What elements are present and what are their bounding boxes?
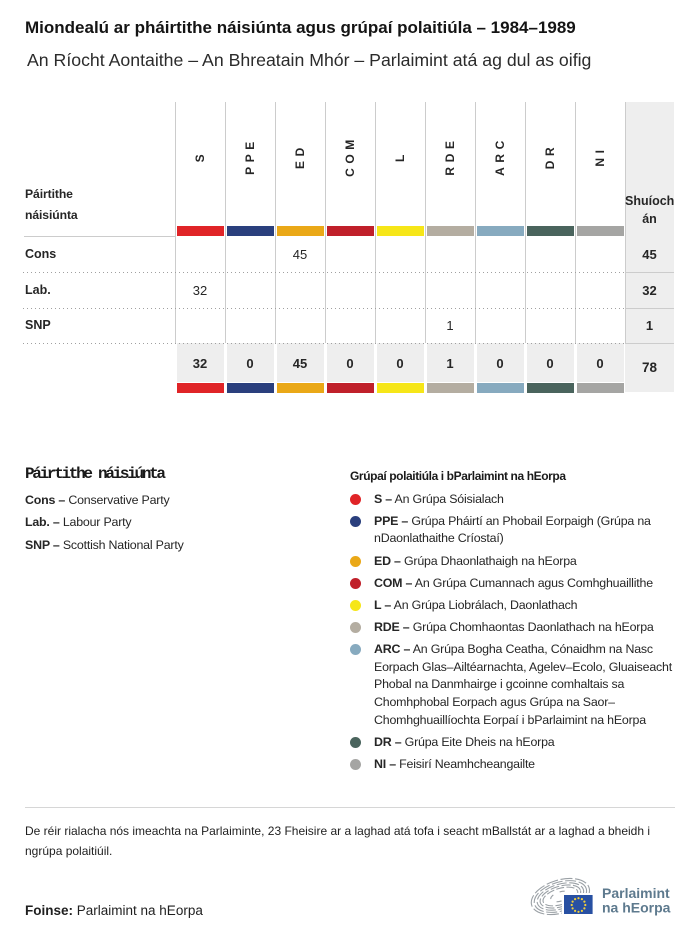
svg-text:Parlaimint: Parlaimint xyxy=(602,885,670,901)
svg-text:na hEorpa: na hEorpa xyxy=(602,900,671,916)
